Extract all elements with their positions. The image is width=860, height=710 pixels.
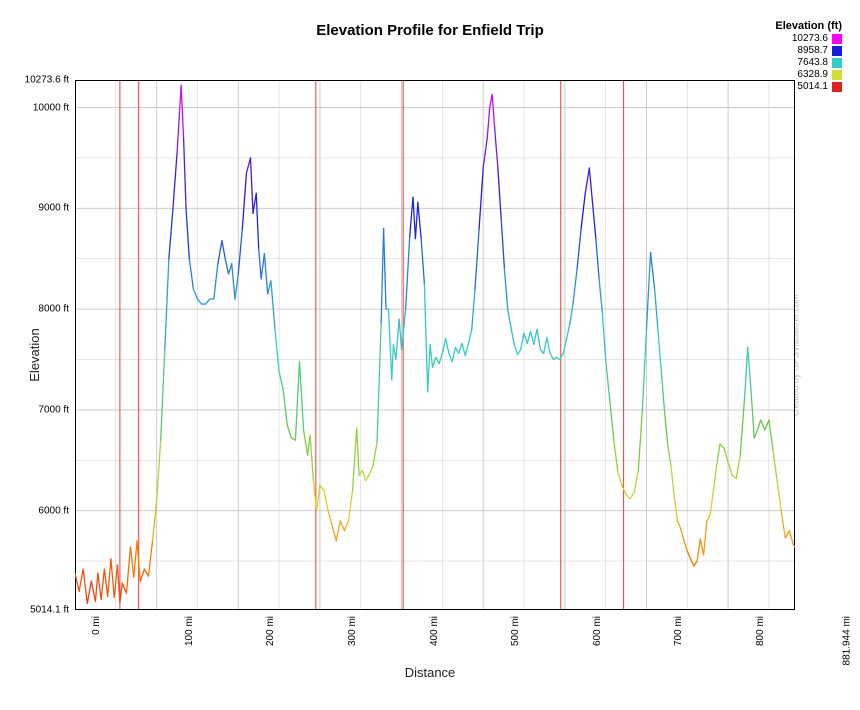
x-tick-label: 400 mi xyxy=(429,616,440,646)
x-tick-label: 300 mi xyxy=(347,616,358,646)
elevation-chart: Elevation Profile for Enfield Trip Eleva… xyxy=(0,0,860,710)
legend-label: 8958.7 xyxy=(797,45,828,57)
legend-item: 10273.6 xyxy=(775,33,842,45)
legend-item: 7643.8 xyxy=(775,57,842,69)
legend-swatch xyxy=(832,70,842,80)
y-tick-label: 10273.6 ft xyxy=(19,75,69,86)
legend-label: 6328.9 xyxy=(797,69,828,81)
legend-title: Elevation (ft) xyxy=(775,20,842,32)
legend-swatch xyxy=(832,82,842,92)
x-tick-label: 100 mi xyxy=(184,616,195,646)
x-tick-label: 600 mi xyxy=(592,616,603,646)
legend-item: 8958.7 xyxy=(775,45,842,57)
x-tick-label: 200 mi xyxy=(265,616,276,646)
y-tick-label: 9000 ft xyxy=(19,203,69,214)
x-tick-label: 0 mi xyxy=(91,616,102,635)
y-tick-label: 6000 ft xyxy=(19,505,69,516)
y-tick-label: 10000 ft xyxy=(19,102,69,113)
y-tick-label: 8000 ft xyxy=(19,304,69,315)
chart-title: Elevation Profile for Enfield Trip xyxy=(0,22,860,39)
x-axis-label: Distance xyxy=(0,665,860,680)
x-tick-label: 800 mi xyxy=(755,616,766,646)
y-tick-label: 7000 ft xyxy=(19,404,69,415)
plot-area xyxy=(75,80,795,610)
x-tick-label: 700 mi xyxy=(673,616,684,646)
x-tick-label: 881.944 mi xyxy=(841,616,852,665)
legend-swatch xyxy=(832,34,842,44)
y-axis-label: Elevation xyxy=(27,328,42,381)
y-tick-label: 5014.1 ft xyxy=(19,605,69,616)
legend-label: 10273.6 xyxy=(792,33,828,45)
legend-label: 7643.8 xyxy=(797,57,828,69)
legend-label: 5014.1 xyxy=(797,81,828,93)
x-tick-label: 500 mi xyxy=(510,616,521,646)
legend-swatch xyxy=(832,46,842,56)
legend-swatch xyxy=(832,58,842,68)
